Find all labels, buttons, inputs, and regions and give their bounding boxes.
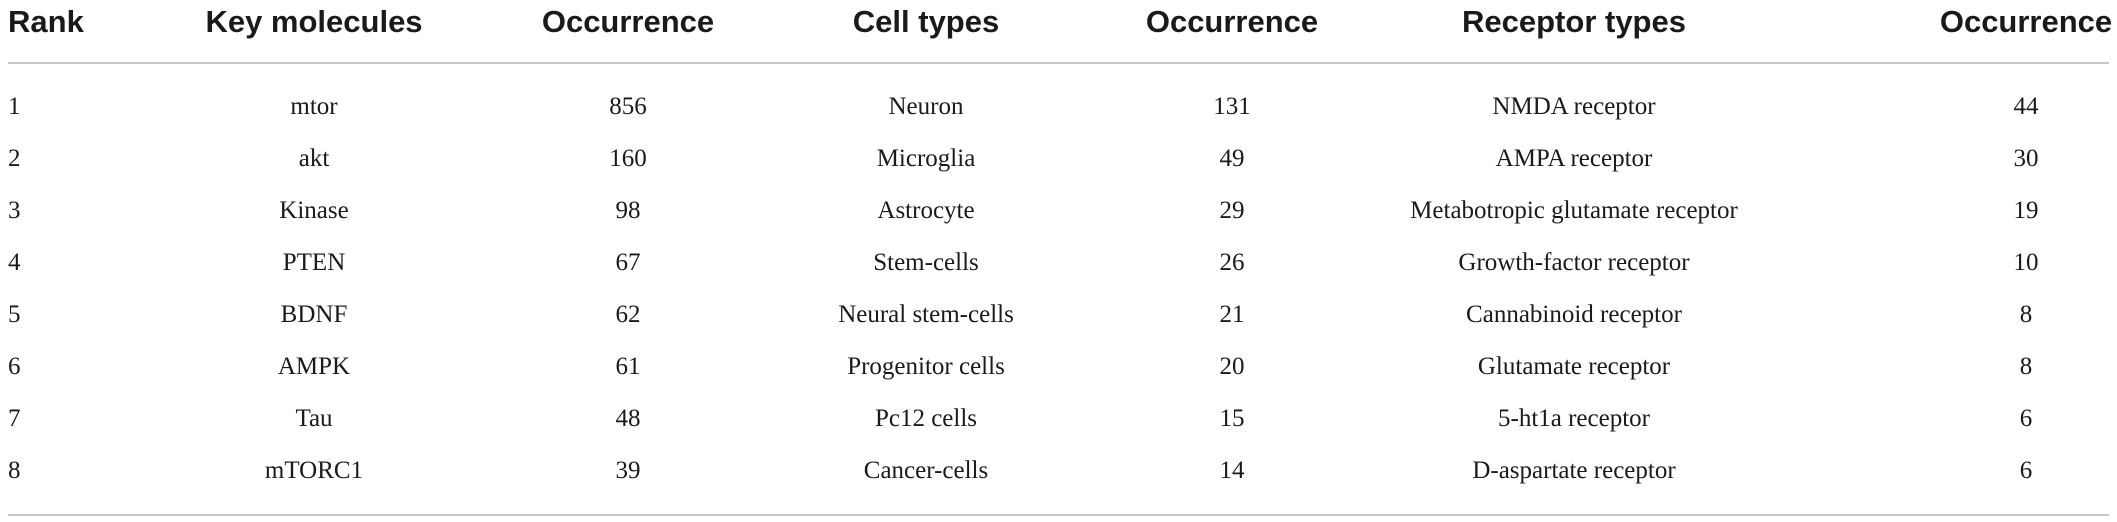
cell-receptor-type: 5-ht1a receptor	[1497, 405, 1651, 432]
table-body: 1 mtor 856 Neuron 131 NMDA receptor 44 2 akt 160 M…	[0, 87, 2117, 503]
cell-receptor-occurrence: 8	[2019, 301, 2033, 328]
table-header-row: Rank Key molecules Occurrence Cell types…	[0, 0, 2117, 46]
cell-cell-occurrence: 131	[1213, 93, 1251, 120]
cell-receptor-type: D-aspartate receptor	[1472, 457, 1676, 484]
table-row: 1 mtor 856 Neuron 131 NMDA receptor 44	[0, 87, 2117, 139]
cell-cell-type: Neuron	[888, 93, 964, 120]
table-row: 7 Tau 48 Pc12 cells 15 5-ht1a receptor 6	[0, 399, 2117, 451]
cell-cell-occurrence: 26	[1219, 249, 1245, 276]
cell-molecule-occurrence: 67	[615, 249, 641, 276]
cell-key-molecule: mtor	[290, 93, 338, 120]
table-bottom-rule	[8, 514, 2109, 516]
cell-key-molecule: Tau	[295, 405, 333, 432]
cell-cell-type: Cancer-cells	[863, 457, 989, 484]
cell-receptor-occurrence: 8	[2019, 353, 2033, 380]
cell-receptor-occurrence: 30	[2013, 145, 2039, 172]
cell-cell-occurrence: 14	[1219, 457, 1245, 484]
header-rank: Rank	[8, 4, 84, 39]
cell-cell-type: Stem-cells	[873, 249, 979, 276]
cell-cell-occurrence: 49	[1219, 145, 1245, 172]
header-divider	[8, 62, 2109, 64]
cell-receptor-type: Cannabinoid receptor	[1466, 301, 1682, 328]
cell-cell-type: Progenitor cells	[847, 353, 1005, 380]
table-row: 3 Kinase 98 Astrocyte 29 Metabotropic glutama…	[0, 191, 2117, 243]
cell-key-molecule: akt	[298, 145, 330, 172]
cell-receptor-occurrence: 44	[2013, 93, 2039, 120]
cell-cell-occurrence: 20	[1219, 353, 1245, 380]
cell-molecule-occurrence: 48	[615, 405, 641, 432]
cell-molecule-occurrence: 98	[615, 197, 641, 224]
cell-molecule-occurrence: 62	[615, 301, 641, 328]
cell-molecule-occurrence: 39	[615, 457, 641, 484]
table-row: 6 AMPK 61 Progenitor cells 20 Glutamate recep…	[0, 347, 2117, 399]
table-row: 5 BDNF 62 Neural stem-cells 21 Cannabinoid re…	[0, 295, 2117, 347]
cell-rank: 2	[8, 145, 21, 172]
cell-cell-type: Microglia	[876, 145, 976, 172]
cell-receptor-occurrence: 19	[2013, 197, 2039, 224]
header-occurrence-molecules: Occurrence	[541, 4, 715, 39]
cell-cell-type: Astrocyte	[877, 197, 975, 224]
header-cell-types: Cell types	[852, 4, 1000, 39]
cell-cell-type: Neural stem-cells	[838, 301, 1014, 328]
cell-molecule-occurrence: 160	[609, 145, 647, 172]
header-receptor-types: Receptor types	[1462, 4, 1686, 39]
cell-rank: 7	[8, 405, 21, 432]
cell-cell-occurrence: 29	[1219, 197, 1245, 224]
cell-key-molecule: PTEN	[282, 249, 346, 276]
cell-molecule-occurrence: 856	[609, 93, 647, 120]
cell-rank: 3	[8, 197, 21, 224]
cell-key-molecule: BDNF	[280, 301, 348, 328]
cell-rank: 1	[8, 93, 21, 120]
cell-receptor-occurrence: 6	[2019, 457, 2033, 484]
cell-key-molecule: AMPK	[277, 353, 351, 380]
cell-receptor-type: Growth-factor receptor	[1458, 249, 1690, 276]
cell-rank: 4	[8, 249, 21, 276]
header-key-molecules: Key molecules	[205, 4, 423, 39]
cell-cell-type: Pc12 cells	[874, 405, 978, 432]
table-row: 8 mTORC1 39 Cancer-cells 14 D-aspartate recep…	[0, 451, 2117, 503]
cell-rank: 5	[8, 301, 21, 328]
cell-receptor-type: NMDA receptor	[1492, 93, 1656, 120]
cell-receptor-occurrence: 6	[2019, 405, 2033, 432]
table-row: 4 PTEN 67 Stem-cells 26 Growth-factor recepto…	[0, 243, 2117, 295]
cell-molecule-occurrence: 61	[615, 353, 641, 380]
header-occurrence-receptors: Occurrence	[1939, 4, 2113, 39]
header-occurrence-cells: Occurrence	[1145, 4, 1319, 39]
cell-rank: 8	[8, 457, 21, 484]
cell-receptor-occurrence: 10	[2013, 249, 2039, 276]
cell-key-molecule: Kinase	[279, 197, 349, 224]
cell-key-molecule: mTORC1	[264, 457, 364, 484]
table-row: 2 akt 160 Microglia 49 AMPA receptor 30	[0, 139, 2117, 191]
cell-cell-occurrence: 15	[1219, 405, 1245, 432]
cell-receptor-type: Glutamate receptor	[1477, 353, 1671, 380]
cell-receptor-type: AMPA receptor	[1495, 145, 1653, 172]
cell-cell-occurrence: 21	[1219, 301, 1245, 328]
cell-rank: 6	[8, 353, 21, 380]
cell-receptor-type: Metabotropic glutamate receptor	[1410, 197, 1738, 224]
